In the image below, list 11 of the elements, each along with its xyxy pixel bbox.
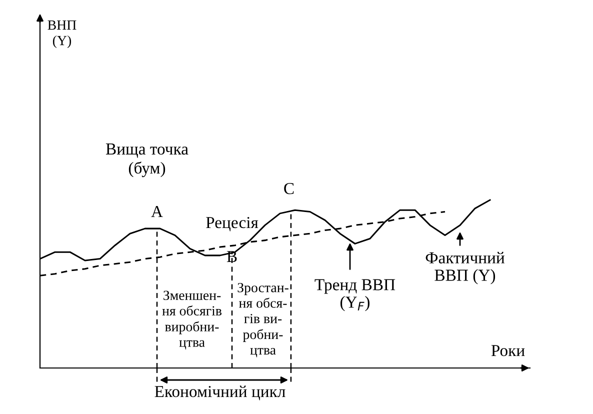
x-axis-title: Роки <box>491 345 525 356</box>
annotation: Зменшен- ня обсягів виробни- цтва <box>162 290 222 350</box>
annotation: Зростан- ня обся- гів ви- робни- цтва <box>238 282 288 358</box>
text: C <box>284 182 294 194</box>
annotation: Тренд ВВП (Y$_{F}$) <box>314 279 396 312</box>
annotation: Фактичний ВВП (Y) <box>426 252 504 284</box>
annotation: Рецесія <box>206 216 258 232</box>
text: ВНП (Y) <box>48 20 76 48</box>
annotation: A <box>151 206 163 218</box>
text: Вища точка (бум) <box>106 144 188 178</box>
text: Економічний цикл <box>154 386 286 400</box>
